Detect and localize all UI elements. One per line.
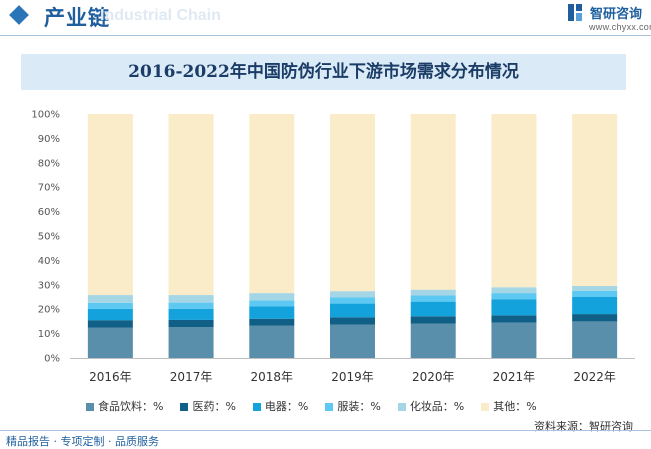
y-tick-label: 70% [38,183,60,194]
x-tick-label: 2017年 [170,370,213,384]
bar-segment [572,286,618,291]
bar-segment [249,293,295,301]
bar-segment [491,114,537,288]
bar-segment [491,287,537,294]
y-tick-label: 90% [38,134,60,145]
bar-segment [491,293,537,300]
legend-item: 医药：% [180,398,236,414]
y-tick-label: 20% [38,305,60,316]
y-tick-label: 40% [38,256,60,267]
legend-label: 食品饮料：% [98,400,164,413]
header-watermark: Industrial Chain [100,7,221,24]
x-tick-label: 2021年 [493,370,536,384]
bar-segment [410,114,456,290]
brand-logo-icon [568,4,582,21]
legend-item: 服装：% [325,398,381,414]
bar-segment [87,320,133,328]
bar-segment [410,316,456,324]
x-tick-label: 2018年 [251,370,294,384]
legend-label: 医药：% [192,400,236,413]
bar-segment [168,319,214,328]
stacked-bar-chart: 0% 10% 20% 30% 40% 50% 60% 70% 80% 90% 100% 2016年 20… [31,110,635,384]
header: 产业链 Industrial Chain 智研咨询 www.chyxx.com [0,0,651,34]
x-tick-label: 2022年 [573,370,616,384]
data-source: 资料来源：智研咨询 [534,420,633,433]
brand-name: 智研咨询 [590,7,643,22]
legend-item: 食品饮料：% [86,398,163,414]
bar-segment [330,297,375,304]
legend-label: 化妆品：% [409,400,465,413]
y-tick-label: 100% [31,110,60,121]
y-tick-label: 10% [38,329,60,340]
bar-segment [330,317,375,325]
chart-title-band: 2016-2022年中国防伪行业下游市场需求分布情况 [21,54,626,90]
bar-segment [330,114,375,292]
footer-slogan: 精品报告 · 专项定制 · 品质服务 [6,435,159,448]
legend-swatch [86,403,94,411]
legend-label: 电器：% [264,400,309,413]
page-title: 产业链 [44,6,110,30]
y-tick-label: 80% [38,158,60,169]
bar-segment [572,314,618,322]
legend-item: 其他：% [481,398,537,414]
bar-segment [491,315,537,323]
bar-segment [572,290,618,297]
legend-label: 其他：% [493,400,537,413]
bar-segment [491,322,537,358]
bar-segment [330,291,375,298]
bar-segment [168,308,214,320]
bar-segment [491,299,537,316]
bar-segment [168,114,214,296]
chart-legend: 食品饮料：% 医药：% 电器：% 服装：% 化妆品：% 其他：% [86,398,554,414]
y-tick-label: 50% [38,232,60,243]
bar-segment [572,297,618,315]
bar-segment [249,325,295,358]
bar-segment [168,327,214,358]
brand-site: www.chyxx.com [589,22,651,32]
bar-segment [410,295,456,302]
bar-segment [410,289,456,296]
footer-divider [0,430,651,431]
y-tick-label: 60% [38,207,60,218]
bar-segment [249,318,295,326]
bar-segment [87,114,133,296]
legend-swatch [180,403,189,411]
y-tick-label: 30% [38,280,60,291]
bar-segment [572,114,618,287]
bar-segment [87,308,133,321]
legend-swatch [252,403,261,411]
bar-segment [572,321,618,358]
bar-segment [330,324,375,358]
bar-segment [249,114,295,294]
y-tick-label: 0% [44,354,60,365]
bar-segment [168,295,214,303]
bar-segment [410,301,456,317]
bar-segment [87,302,133,309]
bar-segment [249,306,295,319]
x-tick-label: 2019年 [331,370,374,384]
bar-segment [168,302,214,309]
legend-swatch [481,403,490,411]
legend-label: 服装：% [337,400,381,413]
bar-segment [410,323,456,358]
bar-segment [87,295,133,303]
header-divider [0,35,651,36]
legend-swatch [325,403,334,411]
x-tick-label: 2020年 [412,370,455,384]
bar-segment [249,300,295,307]
legend-item: 电器：% [252,398,309,414]
bar-segment [330,303,375,318]
bar-segment [87,327,133,358]
chart-title: 2016-2022年中国防伪行业下游市场需求分布情况 [128,62,519,82]
x-tick-label: 2016年 [89,370,132,384]
legend-item: 化妆品：% [397,398,465,414]
legend-swatch [397,403,406,411]
